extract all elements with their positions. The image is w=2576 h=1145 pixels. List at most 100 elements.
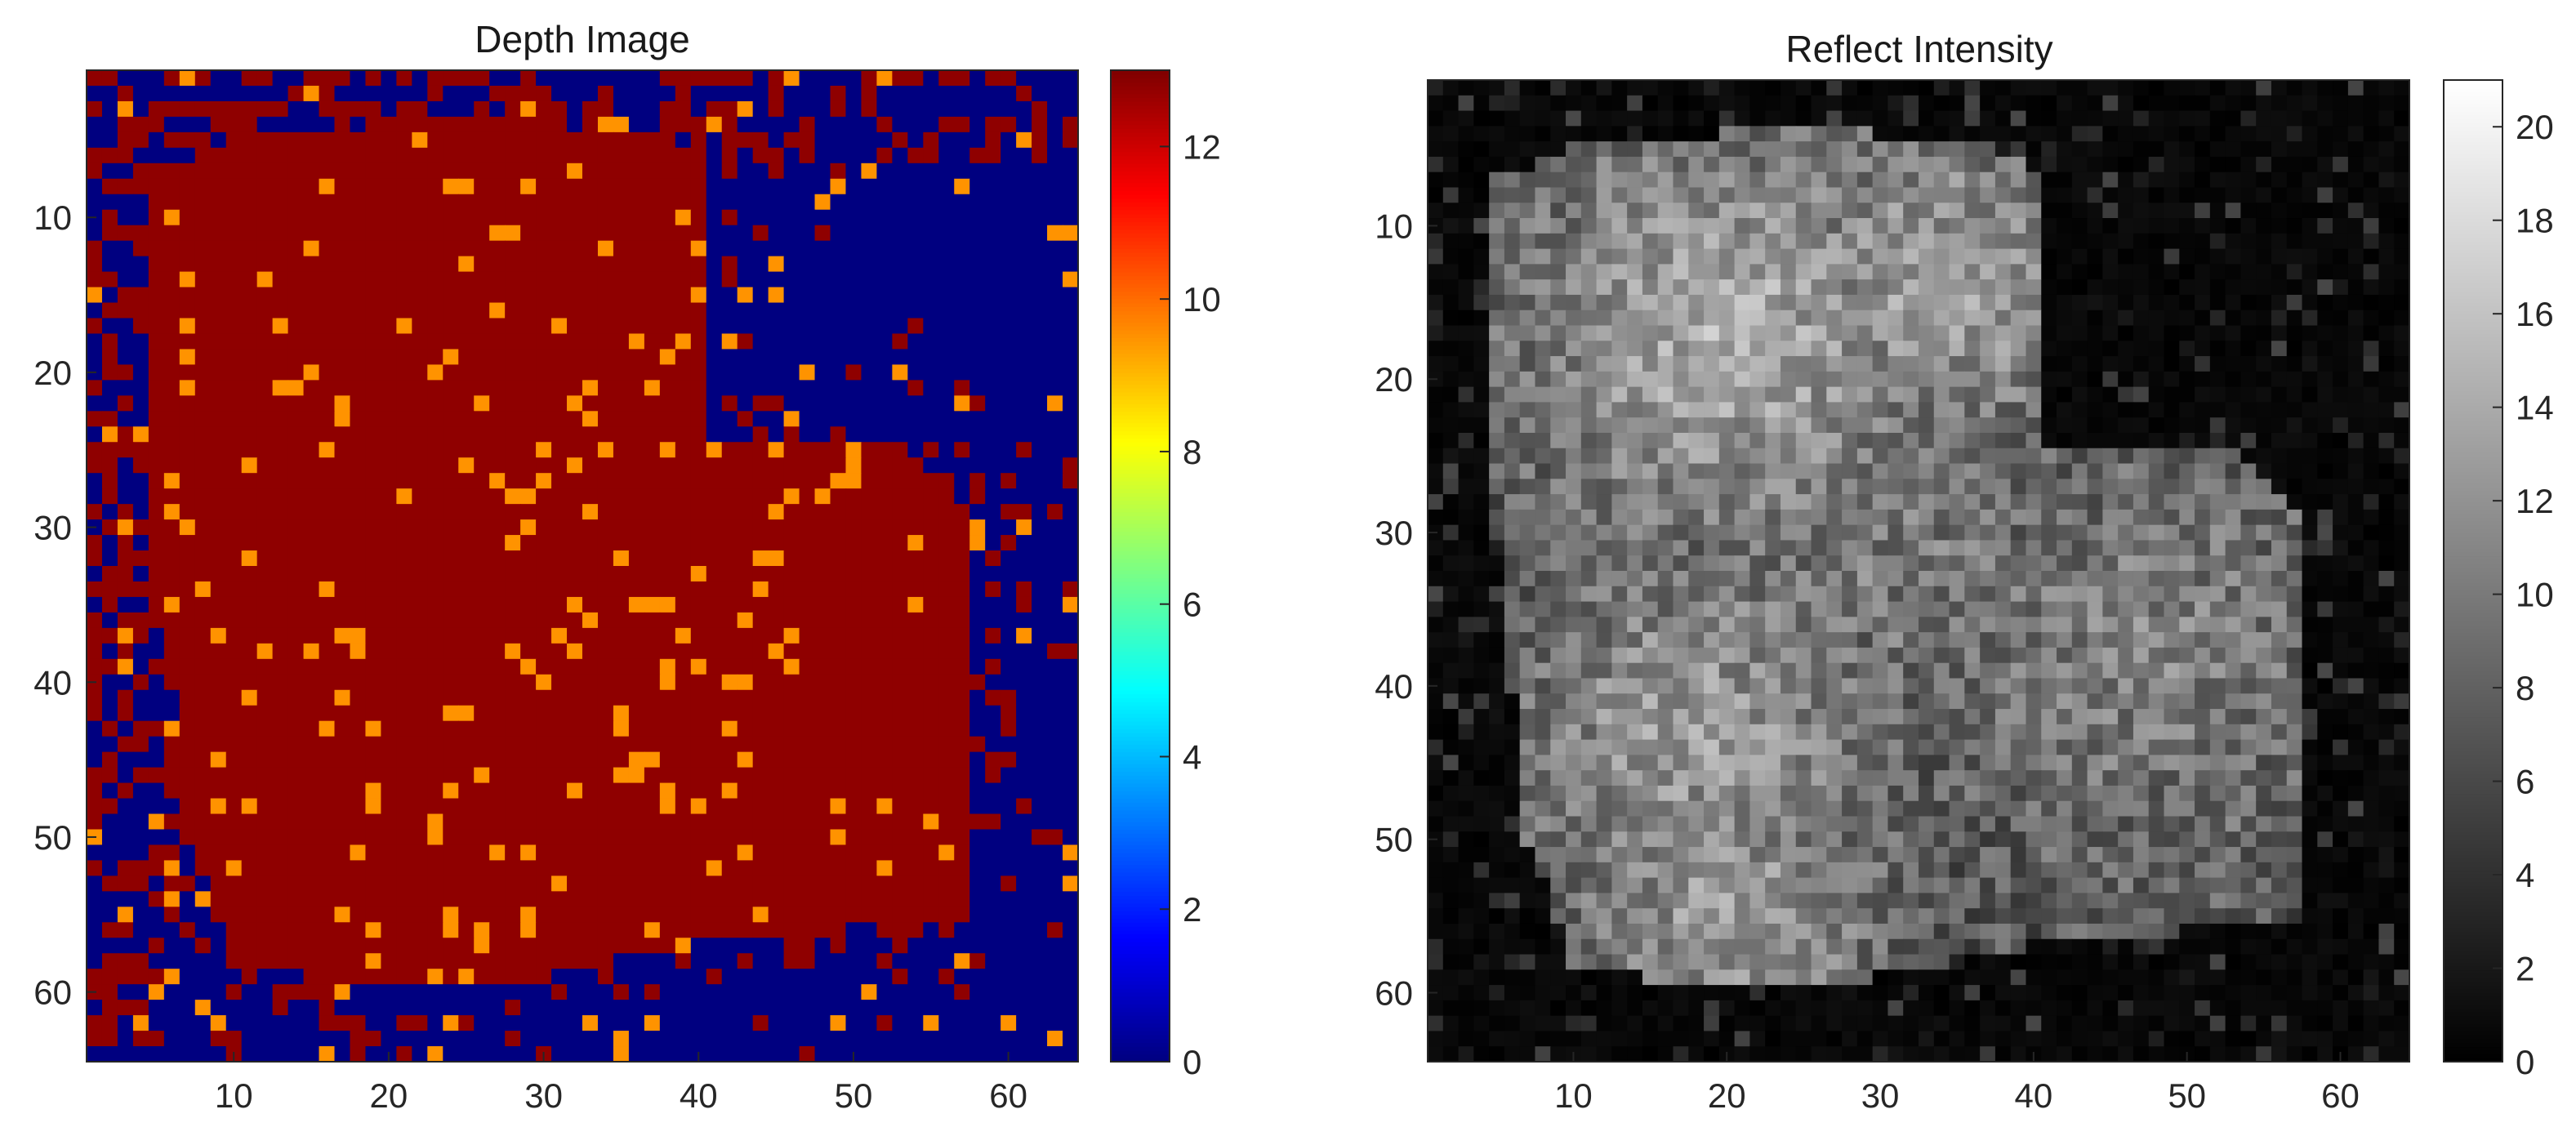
- heatmap-cell: [179, 751, 196, 769]
- heatmap-cell: [2118, 141, 2134, 158]
- heatmap-cell: [551, 240, 568, 257]
- heatmap-cell: [1780, 80, 1797, 96]
- heatmap-cell: [319, 349, 336, 366]
- heatmap-cell: [706, 581, 723, 598]
- heatmap-cell: [954, 984, 970, 1000]
- heatmap-cell: [1994, 110, 2012, 127]
- heatmap-cell: [1032, 953, 1048, 969]
- heatmap-cell: [520, 829, 537, 846]
- colorbar-segment: [1111, 82, 1170, 87]
- heatmap-cell: [845, 938, 862, 954]
- heatmap-cell: [1001, 380, 1017, 396]
- heatmap-cell: [675, 984, 692, 1000]
- heatmap-cell: [814, 984, 831, 1000]
- heatmap-cell: [319, 938, 336, 954]
- heatmap-cell: [194, 504, 212, 520]
- heatmap-cell: [194, 875, 212, 892]
- heatmap-cell: [1032, 705, 1048, 722]
- heatmap-cell: [1688, 95, 1705, 112]
- heatmap-cell: [2256, 172, 2272, 189]
- heatmap-cell: [938, 767, 955, 784]
- heatmap-cell: [613, 535, 630, 551]
- heatmap-cell: [520, 70, 537, 87]
- colorbar-segment: [1111, 236, 1170, 242]
- heatmap-cell: [830, 550, 847, 567]
- heatmap-cell: [1032, 70, 1048, 87]
- heatmap-cell: [1063, 891, 1079, 907]
- heatmap-cell: [675, 85, 692, 102]
- heatmap-cell: [567, 1015, 583, 1031]
- heatmap-cell: [1688, 110, 1705, 127]
- heatmap-cell: [272, 736, 289, 753]
- heatmap-cell: [737, 100, 754, 118]
- heatmap-cell: [768, 225, 785, 242]
- heatmap-cell: [194, 349, 212, 366]
- heatmap-cell: [256, 720, 274, 737]
- heatmap-cell: [1442, 187, 1460, 203]
- heatmap-cell: [458, 736, 475, 753]
- heatmap-cell: [1032, 287, 1048, 304]
- heatmap-cell: [396, 519, 412, 536]
- heatmap-cell: [2087, 95, 2103, 112]
- colorbar-segment: [1111, 926, 1170, 931]
- heatmap-cell: [969, 426, 986, 443]
- heatmap-cell: [132, 1046, 149, 1063]
- heatmap-cell: [830, 85, 847, 102]
- heatmap-cell: [644, 953, 661, 969]
- heatmap-cell: [210, 504, 227, 520]
- heatmap-cell: [706, 131, 723, 149]
- heatmap-cell: [1063, 163, 1079, 180]
- heatmap-cell: [644, 844, 661, 862]
- heatmap-cell: [536, 100, 552, 118]
- heatmap-cell: [350, 349, 367, 366]
- heatmap-cell: [148, 922, 165, 938]
- heatmap-cell: [567, 658, 583, 675]
- heatmap-cell: [319, 333, 336, 350]
- heatmap-cell: [876, 349, 893, 366]
- heatmap-cell: [830, 194, 847, 211]
- heatmap-cell: [1063, 473, 1079, 489]
- colorbar-segment: [1111, 922, 1170, 927]
- heatmap-cell: [1550, 187, 1567, 203]
- colorbar-segment: [1111, 337, 1170, 342]
- heatmap-cell: [644, 596, 661, 613]
- heatmap-cell: [706, 85, 723, 102]
- heatmap-cell: [628, 829, 645, 846]
- heatmap-cell: [365, 209, 382, 226]
- heatmap-cell: [1596, 203, 1612, 219]
- heatmap-cell: [520, 302, 537, 319]
- heatmap-cell: [256, 782, 274, 800]
- colorbar-segment: [1111, 880, 1170, 884]
- heatmap-cell: [210, 1031, 227, 1047]
- heatmap-cell: [721, 240, 738, 257]
- heatmap-cell: [1016, 70, 1032, 87]
- heatmap-cell: [334, 907, 351, 923]
- heatmap-cell: [381, 302, 397, 319]
- heatmap-cell: [567, 380, 583, 396]
- heatmap-cell: [520, 1015, 537, 1031]
- heatmap-cell: [1842, 203, 1858, 219]
- heatmap-cell: [628, 395, 645, 412]
- heatmap-cell: [985, 566, 1001, 582]
- heatmap-cell: [163, 550, 180, 567]
- heatmap-cell: [876, 504, 893, 520]
- heatmap-cell: [163, 1031, 180, 1047]
- heatmap-cell: [876, 751, 893, 769]
- heatmap-cell: [2394, 141, 2410, 158]
- heatmap-cell: [256, 751, 274, 769]
- heatmap-cell: [628, 1031, 645, 1047]
- heatmap-cell: [1903, 187, 1919, 203]
- heatmap-cell: [907, 442, 924, 458]
- heatmap-cell: [256, 535, 274, 551]
- heatmap-cell: [613, 364, 630, 381]
- heatmap-cell: [2057, 187, 2073, 203]
- heatmap-cell: [659, 504, 676, 520]
- heatmap-cell: [489, 643, 506, 660]
- heatmap-cell: [783, 163, 800, 180]
- colorbar-segment: [1111, 709, 1170, 714]
- heatmap-cell: [2225, 203, 2242, 219]
- heatmap-cell: [1887, 187, 1904, 203]
- heatmap-cell: [225, 256, 243, 273]
- heatmap-cell: [1047, 782, 1063, 800]
- heatmap-cell: [117, 473, 134, 489]
